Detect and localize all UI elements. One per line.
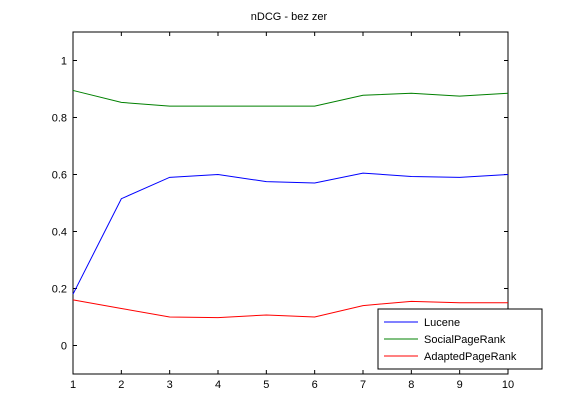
series-line-adaptedpagerank — [72, 299, 508, 319]
x-tick-label: 9 — [457, 379, 463, 391]
series-layer — [72, 89, 509, 319]
legend-label: AdaptedPageRank — [424, 351, 517, 363]
legend-label: SocialPageRank — [424, 334, 506, 346]
chart-title: nDCG - bez zer — [251, 11, 328, 23]
y-tick-label: 0 — [61, 341, 67, 353]
x-tick-label: 3 — [167, 379, 173, 391]
x-tick-label: 5 — [263, 379, 269, 391]
series-line-lucene — [72, 172, 509, 295]
series-line-socialpagerank — [72, 89, 509, 107]
y-tick-label: 0.2 — [52, 284, 67, 296]
y-tick-label: 0.4 — [52, 227, 67, 239]
x-tick-label: 6 — [312, 379, 318, 391]
legend: Lucene SocialPageRank AdaptedPageRank — [377, 308, 543, 370]
y-tick-label: 0.8 — [52, 113, 67, 125]
y-tick-label: 0.6 — [52, 170, 67, 182]
x-tick-label: 8 — [408, 379, 414, 391]
x-tick-label: 1 — [70, 379, 76, 391]
axis-ticks: 1 2 3 4 5 6 7 8 9 10 0 0.2 0.4 0.6 0.8 1 — [52, 32, 514, 391]
x-tick-label: 7 — [360, 379, 366, 391]
x-tick-label: 4 — [215, 379, 221, 391]
x-tick-label: 10 — [502, 379, 514, 391]
x-tick-label: 2 — [118, 379, 124, 391]
legend-label: Lucene — [424, 317, 460, 329]
y-tick-label: 1 — [61, 56, 67, 68]
